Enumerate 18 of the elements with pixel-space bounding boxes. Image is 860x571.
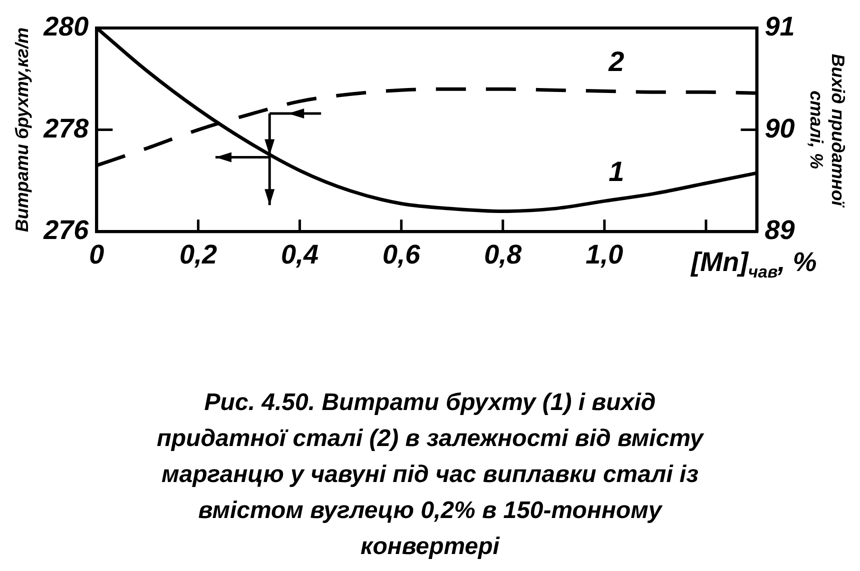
y-tick-label: 278 — [42, 113, 89, 144]
x-tick-label: 0,2 — [179, 239, 217, 270]
y2-tick-label: 90 — [764, 113, 795, 144]
series-label: 2 — [608, 46, 625, 77]
y2-tick-label: 91 — [764, 11, 795, 42]
y2-tick-label: 89 — [764, 215, 795, 246]
y-axis-title: Витрати брухту,кг/т — [12, 28, 32, 232]
x-tick-label: 0,6 — [382, 239, 422, 270]
series-label: 1 — [608, 156, 624, 187]
y-tick-label: 276 — [42, 215, 90, 246]
y-tick-label: 280 — [42, 11, 89, 42]
x-axis-title: [Mn]$_{чав}$, % — [691, 246, 817, 281]
x-tick-label: 0,8 — [484, 239, 522, 270]
y2-axis-title: Вихід придатної сталі, % — [806, 54, 848, 208]
x-tick-label: 0 — [89, 239, 104, 270]
x-tick-label: 1,0 — [586, 239, 624, 270]
x-tick-label: 0,4 — [280, 239, 319, 270]
text: Рис. 4.50. Витрати брухту (1) і вихід придатної сталі (2) в залежності від вмісту марганцю у чавуні під час виплавки сталі із вмістом вуглецю 0,2% в 150-тонному конвертері — [156, 388, 705, 562]
